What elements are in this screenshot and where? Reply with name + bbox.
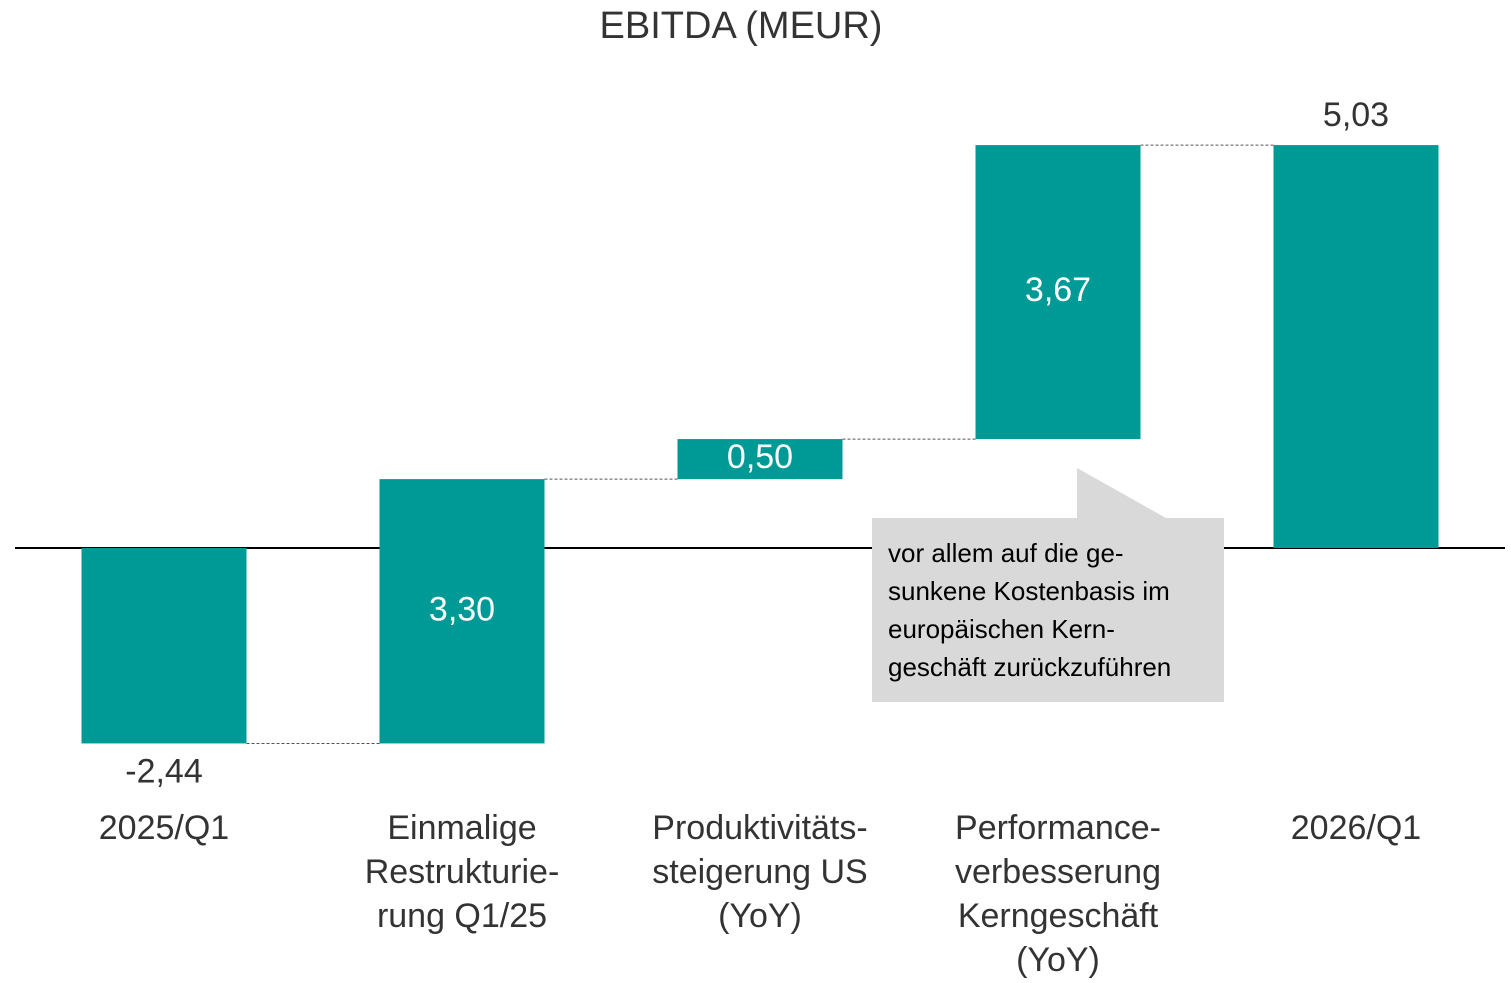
x-tick-label: Kerngeschäft [958,897,1159,935]
value-label: 3,67 [1025,271,1091,309]
x-tick-label: rung Q1/25 [377,897,547,935]
bar [1273,145,1439,549]
x-tick-label: (YoY) [1016,941,1100,979]
value-label: 5,03 [1323,96,1389,134]
annotation-text: sunkene Kostenbasis im [888,576,1170,606]
x-tick-label: (YoY) [718,897,802,935]
annotation-box [872,468,1224,702]
x-tick-label: 2025/Q1 [99,809,229,847]
bar [379,479,545,744]
annotation-text: europäischen Kern- [888,614,1115,644]
x-tick-label: 2026/Q1 [1291,809,1421,847]
bar [677,439,843,480]
x-tick-label: verbesserung [955,853,1161,891]
bar [81,548,247,744]
annotation-text: vor allem auf die ge- [888,538,1124,568]
x-tick-label: Performance- [955,809,1161,847]
x-tick-label: Einmalige [387,809,536,847]
value-label: -2,44 [125,752,203,790]
x-tick-label: Restrukturie- [365,853,560,891]
chart-title: EBITDA (MEUR) [600,5,883,47]
value-label: 3,30 [429,590,495,628]
annotation-text: geschäft zurückzuführen [888,652,1171,682]
x-tick-label: steigerung US [652,853,867,891]
x-tick-label: Produktivitäts- [652,809,867,847]
bar [975,145,1141,440]
value-label: 0,50 [727,438,793,476]
